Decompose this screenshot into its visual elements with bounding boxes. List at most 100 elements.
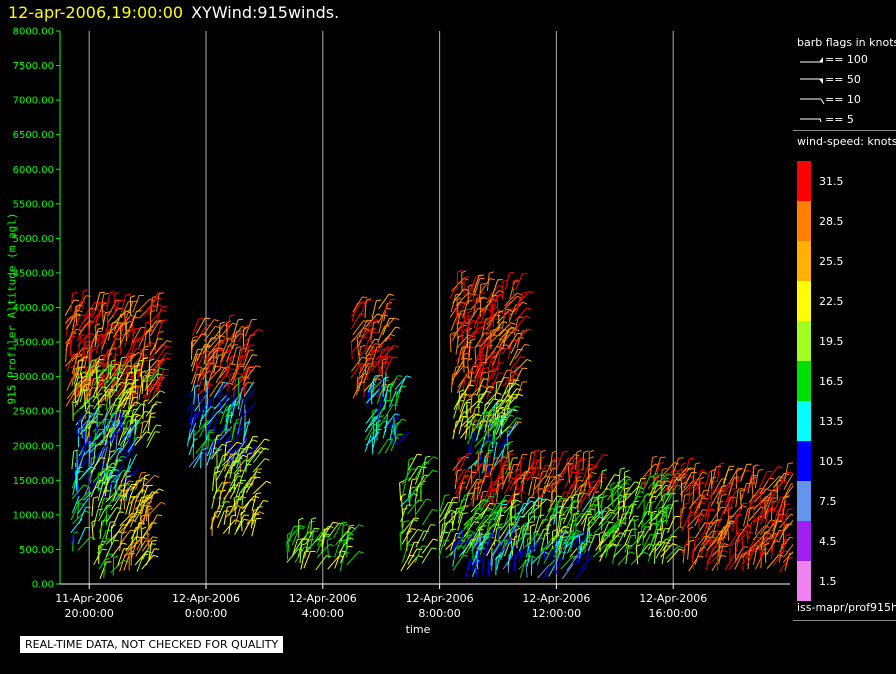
- wind-barb-3645: [772, 514, 780, 532]
- wind-barb-2771: [541, 508, 552, 525]
- wind-barb-326: [144, 360, 158, 375]
- wind-barb-1880: [461, 293, 473, 309]
- wind-barb-flag-1659: [376, 428, 382, 431]
- wind-barb-flag-505: [109, 389, 115, 393]
- wind-barb-2164: [470, 407, 476, 426]
- wind-barb-600: [147, 424, 157, 442]
- wind-barb-3029: [600, 526, 615, 541]
- wind-barb-2238: [505, 388, 518, 404]
- wind-barb-2020: [490, 339, 502, 355]
- wind-barb-1258: [243, 436, 247, 455]
- colorbar-box-8: [797, 481, 811, 521]
- wind-barb-1758: [406, 517, 415, 535]
- wind-barb-flag-3258: [652, 455, 658, 458]
- wind-barb-flag-755: [106, 504, 113, 507]
- wind-barb-2861: [581, 496, 594, 512]
- wind-barb-flag-2225: [512, 408, 518, 412]
- wind-barb-2407: [508, 452, 510, 471]
- wind-barb-flag-3188: [655, 543, 661, 547]
- wind-barb-flag-3556: [751, 474, 758, 477]
- wind-barb-922: [141, 485, 149, 503]
- wind-barb-flag-3362: [710, 536, 716, 539]
- wind-barb-598: [146, 431, 156, 448]
- barb-10-label: == 10: [825, 93, 861, 106]
- wind-barb-2335: [471, 482, 477, 501]
- wind-barb-flag-1953: [480, 358, 486, 362]
- wind-barb-flag-1379: [239, 451, 245, 455]
- wind-barb-612: [146, 373, 158, 389]
- wind-barb-flag-3512: [736, 468, 742, 472]
- wind-barb-flag-585: [142, 420, 148, 423]
- wind-barb-226: [120, 391, 133, 406]
- wind-barb-920: [141, 491, 153, 507]
- wind-barb-flag-2049: [510, 322, 516, 325]
- wind-barb-flag-171: [103, 292, 109, 295]
- wind-barb-flag-2285: [494, 403, 500, 406]
- wind-barb-flag-1191: [208, 429, 214, 432]
- wind-barb-flag-575: [135, 414, 141, 418]
- wind-barb-flag-3298: [689, 457, 695, 460]
- wind-barb-500: [110, 403, 120, 421]
- wind-barb-1868: [461, 342, 468, 361]
- wind-barb-2631: [470, 499, 484, 513]
- wind-barb-760: [97, 482, 104, 501]
- wind-barb-flag-1903: [480, 326, 486, 330]
- wind-barb-flag-425: [83, 356, 89, 359]
- legend-bottom-divider: [793, 620, 896, 621]
- wind-barb-flag-2820: [576, 529, 582, 533]
- wind-barb-1752: [407, 542, 415, 560]
- wind-barb-flag-3372: [703, 489, 709, 492]
- wind-barb-2124: [512, 281, 515, 300]
- wind-barb-1320: [223, 442, 227, 461]
- wind-barb-1528: [350, 313, 361, 330]
- wind-barb-2257: [475, 411, 484, 429]
- wind-barb-3277: [668, 468, 681, 484]
- wind-barb-flag-1747: [411, 468, 417, 470]
- wind-barb-flag-3078: [626, 475, 632, 479]
- wind-barb-2100: [516, 381, 523, 400]
- wind-barb-3069: [612, 495, 623, 512]
- wind-barb-flag-1453: [314, 527, 320, 530]
- wind-barb-1060: [213, 338, 227, 353]
- wind-barb-flag-3074: [610, 482, 616, 486]
- wind-barb-72: [75, 306, 78, 325]
- wind-barb-1046: [207, 341, 220, 356]
- wind-barb-flag-2340: [471, 463, 477, 466]
- wind-barb-flag-3444: [718, 500, 724, 504]
- wind-barb-flag-1395: [260, 447, 266, 450]
- wind-barb-flag-1511: [349, 524, 355, 527]
- wind-barb-1440: [297, 539, 303, 558]
- wind-barb-1598: [371, 300, 377, 319]
- wind-barb-3609: [759, 471, 768, 488]
- wind-barb-1786: [414, 467, 423, 485]
- wind-barb-flag-3152: [644, 525, 650, 529]
- wind-barb-1292: [218, 482, 226, 500]
- wind-barb-3379: [705, 552, 713, 571]
- wind-barb-flag-2015: [493, 351, 499, 354]
- wind-barb-flag-3118: [634, 481, 640, 484]
- wind-barb-717: [127, 426, 136, 444]
- wind-barb-2603: [457, 513, 464, 531]
- wind-barb-906: [141, 536, 154, 552]
- wind-barb-692: [113, 472, 122, 490]
- wind-barb-1675: [377, 417, 380, 436]
- wind-barb-2329: [466, 478, 478, 495]
- wind-barb-flag-3686: [785, 533, 791, 536]
- wind-barb-1094: [226, 315, 231, 334]
- wind-barb-flag-2508: [567, 462, 573, 466]
- wind-barb-1102: [230, 363, 239, 381]
- wind-barb-3419: [710, 482, 713, 501]
- wind-barb-1480: [326, 540, 329, 559]
- wind-barb-flag-2306: [514, 405, 520, 408]
- wind-barb-flag-3180: [651, 495, 657, 498]
- wind-barb-3579: [751, 479, 754, 498]
- wind-barb-flag-1907: [467, 310, 473, 314]
- wind-barb-1106: [230, 334, 233, 353]
- colorbar-label-5: 16.5: [819, 375, 844, 388]
- wind-barb-1211: [218, 440, 221, 459]
- wind-barb-1229: [225, 401, 236, 417]
- wind-barb-3193: [653, 529, 659, 547]
- wind-barb-286: [130, 337, 138, 356]
- wind-barb-380: [155, 346, 167, 362]
- wind-barb-flag-3248: [676, 485, 682, 487]
